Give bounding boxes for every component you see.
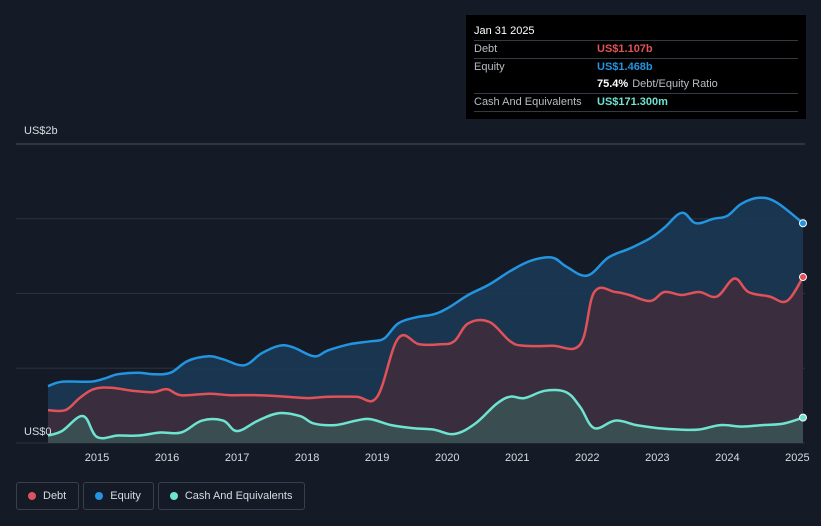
legend-item-debt[interactable]: Debt [16, 482, 80, 510]
equity-dot-icon [95, 492, 104, 500]
x-tick-2025: 2025 [785, 452, 809, 464]
legend-item-equity[interactable]: Equity [83, 482, 154, 510]
tooltip-debt-label: Debt [474, 43, 498, 55]
y-axis-bottom-label: US$0 [24, 426, 52, 438]
tooltip-cash-label: Cash And Equivalents [474, 96, 582, 108]
x-tick-2015: 2015 [85, 452, 109, 464]
tooltip-row-cash: Cash And Equivalents US$171.300m [474, 94, 798, 112]
tooltip-ratio-label: Debt/Equity Ratio [632, 78, 718, 90]
series-layer [47, 196, 807, 443]
tooltip-row-ratio: 75.4% Debt/Equity Ratio [474, 76, 798, 94]
tooltip-cash-value: US$171.300m [597, 96, 668, 108]
x-tick-2018: 2018 [295, 452, 319, 464]
cash-line [47, 388, 804, 440]
cash-end-marker[interactable] [799, 413, 807, 422]
x-tick-2021: 2021 [505, 452, 529, 464]
tooltip-equity-value: US$1.468b [597, 61, 653, 73]
debt-line [47, 276, 805, 413]
x-tick-2019: 2019 [365, 452, 389, 464]
y-axis-top-label: US$2b [24, 125, 58, 137]
x-axis: 2015 2016 2017 2018 2019 2020 2021 2022 2023 2024… [85, 452, 810, 464]
tooltip-debt-value: US$1.107b [597, 43, 653, 55]
cash-area [48, 389, 803, 443]
legend-debt-label: Debt [43, 490, 67, 502]
x-tick-2020: 2020 [435, 452, 459, 464]
tooltip-date: Jan 31 2025 [474, 23, 798, 41]
x-tick-2017: 2017 [225, 452, 249, 464]
tooltip-equity-label: Equity [474, 61, 505, 73]
legend-equity-label: Equity [110, 490, 141, 502]
cash-dot-icon [169, 492, 178, 500]
legend: Debt Equity Cash And Equivalents [16, 482, 306, 510]
tooltip-row-debt: Debt US$1.107b [474, 41, 798, 59]
tooltip-panel: Jan 31 2025 Debt US$1.107b Equity US$1.4… [466, 15, 806, 119]
legend-item-cash[interactable]: Cash And Equivalents [157, 482, 306, 510]
x-tick-2024: 2024 [715, 452, 739, 464]
debt-area [48, 277, 803, 443]
debt-dot-icon [28, 492, 36, 500]
debt-end-marker[interactable] [799, 273, 807, 282]
legend-cash-label: Cash And Equivalents [184, 490, 293, 502]
equity-end-marker[interactable] [799, 219, 807, 228]
x-tick-2016: 2016 [155, 452, 179, 464]
equity-line [47, 196, 804, 388]
x-tick-2023: 2023 [645, 452, 669, 464]
tooltip-row-equity: Equity US$1.468b [474, 59, 798, 76]
tooltip-ratio-value: 75.4% [597, 78, 629, 90]
x-tick-2022: 2022 [575, 452, 599, 464]
